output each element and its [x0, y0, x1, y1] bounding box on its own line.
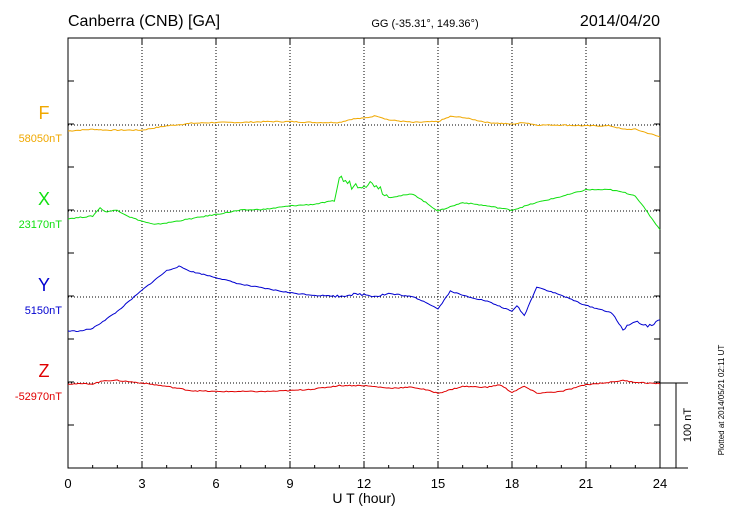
series-line-z	[67, 379, 661, 394]
plot-frame	[67, 37, 661, 469]
station-title: Canberra (CNB) [GA]	[68, 13, 220, 30]
x-tick-label: 0	[64, 476, 71, 491]
series-line-x	[67, 175, 661, 230]
series-baseline-x: 23170nT	[19, 219, 63, 231]
x-tick-label: 12	[357, 476, 371, 491]
x-axis-label: U T (hour)	[332, 490, 395, 506]
scale-bar-label: 100 nT	[682, 408, 694, 443]
series-baseline-y: 5150nT	[25, 305, 63, 317]
x-tick-label: 9	[286, 476, 293, 491]
scale-bar: 100 nT	[660, 382, 694, 469]
series-baseline-f: 58050nT	[19, 133, 63, 145]
grid	[68, 37, 660, 469]
x-axis-ticks: 0 3 6 9 12 15 18 21 24	[64, 38, 667, 491]
x-tick-label: 18	[505, 476, 519, 491]
x-tick-label: 21	[579, 476, 593, 491]
coords-label: GG (-35.31°, 149.36°)	[371, 18, 478, 30]
series-name-y: Y	[38, 275, 50, 295]
x-tick-label: 6	[212, 476, 219, 491]
series-name-f: F	[39, 103, 50, 123]
series-labels: F 58050nT X 23170nT Y 5150nT Z -52970nT	[15, 103, 62, 403]
series-line-y	[67, 265, 661, 333]
date-label: 2014/04/20	[580, 13, 660, 30]
series-baseline-z: -52970nT	[15, 391, 62, 403]
series-name-x: X	[38, 189, 50, 209]
series-line-f	[67, 115, 661, 138]
series-name-z: Z	[39, 361, 50, 381]
x-tick-label: 3	[138, 476, 145, 491]
x-tick-label: 24	[653, 476, 667, 491]
x-tick-label: 15	[431, 476, 445, 491]
series-group	[67, 115, 661, 394]
plotted-timestamp: Plotted at 2014/05/21 02:11 UT	[717, 345, 726, 456]
